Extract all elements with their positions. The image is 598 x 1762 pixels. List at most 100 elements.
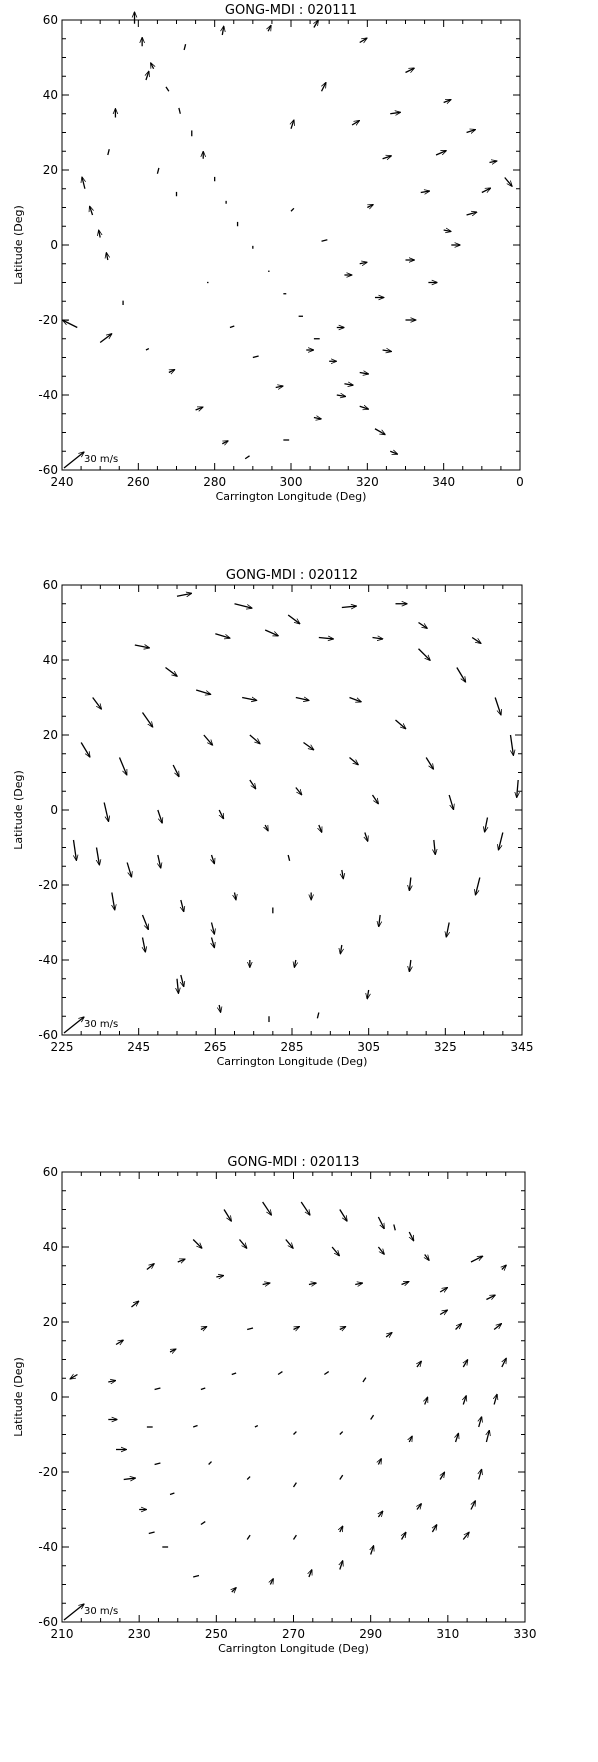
flow-vector: [377, 1246, 384, 1254]
y-axis-label: Latitude (Deg): [12, 770, 25, 850]
flow-vector: [466, 212, 477, 215]
flow-vector: [324, 1371, 330, 1376]
flow-vector: [82, 177, 85, 189]
flow-vector: [192, 1239, 202, 1249]
flow-vector: [336, 395, 346, 396]
flow-vector: [418, 621, 428, 629]
flow-vector: [385, 1333, 392, 1337]
flow-vector: [439, 1310, 447, 1314]
flow-vector: [293, 1431, 297, 1435]
flow-vector: [456, 667, 466, 683]
flow-vector: [172, 764, 179, 777]
flow-vector: [181, 974, 184, 987]
flow-vector: [212, 937, 215, 948]
flow-vector: [405, 68, 415, 74]
flow-vector: [440, 1472, 444, 1480]
flow-vector: [244, 455, 250, 460]
y-axis-label: Latitude (Deg): [12, 1357, 25, 1437]
x-tick-label: 310: [436, 1627, 459, 1641]
flow-vector: [262, 1201, 272, 1215]
flow-vector: [193, 1574, 200, 1578]
reference-vector: [63, 1017, 84, 1034]
flow-vector: [359, 406, 369, 409]
reference-vector-label: 30 m/s: [84, 454, 118, 465]
flow-vector: [434, 839, 435, 855]
flow-vector: [154, 1387, 161, 1391]
x-tick-label: 245: [127, 1040, 150, 1054]
flow-vector: [359, 262, 367, 263]
x-axis-label: Carrington Longitude (Deg): [218, 1642, 369, 1655]
flow-vector: [502, 1265, 506, 1269]
flow-vector: [183, 44, 187, 51]
flow-vector: [154, 1462, 161, 1466]
y-tick-label: 40: [43, 88, 58, 102]
flow-vector: [146, 1264, 154, 1271]
flow-vector: [212, 922, 215, 935]
x-tick-label: 325: [434, 1040, 457, 1054]
flow-vector: [192, 1424, 198, 1428]
flow-vector: [425, 1397, 428, 1405]
flow-vector: [372, 638, 383, 639]
flow-vector: [378, 1459, 381, 1465]
y-tick-label: -60: [38, 1028, 58, 1042]
flow-vector: [103, 802, 108, 822]
flow-vector: [395, 719, 406, 729]
flow-vector: [131, 1301, 138, 1308]
y-tick-label: -20: [38, 878, 58, 892]
flow-vector: [262, 1283, 270, 1284]
chart-title: GONG-MDI : 020113: [227, 1155, 359, 1170]
flow-vector: [494, 1394, 497, 1405]
flow-vector: [425, 1254, 429, 1261]
flow-vector: [235, 892, 236, 900]
flow-vector: [292, 1534, 297, 1540]
flow-vector: [275, 386, 283, 387]
flow-vector: [494, 697, 501, 715]
flow-vector: [246, 1476, 251, 1480]
flow-vector: [443, 100, 451, 103]
flow-vector: [408, 1231, 413, 1241]
flow-vector: [374, 428, 385, 435]
flow-vector: [218, 809, 223, 819]
flow-vector: [309, 1570, 312, 1578]
flow-vector: [439, 1288, 447, 1292]
y-tick-label: -20: [38, 313, 58, 327]
flow-vector: [249, 734, 260, 744]
flow-vector: [287, 854, 291, 861]
y-tick-label: -40: [38, 953, 58, 967]
flow-vector: [420, 191, 430, 192]
chart-title: GONG-MDI : 020112: [226, 568, 358, 583]
flow-vector: [156, 167, 160, 174]
flow-vector: [92, 697, 102, 710]
flow-vector: [331, 1246, 339, 1256]
flow-vector: [479, 1469, 482, 1480]
flow-vector: [158, 854, 161, 868]
flow-vector: [485, 817, 488, 833]
flow-vector: [107, 149, 110, 156]
flow-vector: [339, 1209, 347, 1222]
y-tick-label: -40: [38, 1540, 58, 1554]
reference-vector: [63, 1604, 84, 1621]
flow-vector: [178, 107, 181, 114]
flow-vector: [177, 978, 178, 994]
flow-vector: [339, 1474, 344, 1480]
flow-vector: [216, 1276, 223, 1277]
flow-vector: [378, 1511, 382, 1518]
flow-vector: [509, 734, 514, 755]
flow-vector: [393, 1224, 396, 1231]
flow-vector: [291, 120, 294, 129]
flow-vector: [157, 809, 162, 823]
flow-vector: [463, 1396, 466, 1405]
flow-vector: [72, 839, 77, 860]
x-tick-label: 290: [359, 1627, 382, 1641]
x-tick-label: 285: [281, 1040, 304, 1054]
flow-vector: [489, 161, 496, 162]
chart-panel-1: GONG-MDI : 020111 240 260 280 300 320 340 0 -60 -…: [12, 3, 524, 503]
flow-vector: [252, 355, 259, 359]
y-tick-label: 20: [43, 163, 58, 177]
flow-vector: [504, 177, 512, 187]
x-tick-label: 345: [511, 1040, 534, 1054]
x-tick-label: 210: [51, 1627, 74, 1641]
flow-vector: [471, 636, 481, 644]
flow-vector: [409, 877, 410, 891]
